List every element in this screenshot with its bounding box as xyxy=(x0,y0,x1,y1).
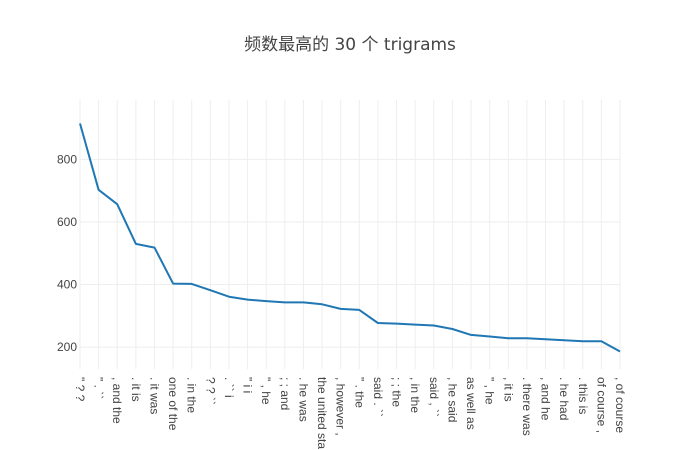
x-tick-label: " , he xyxy=(483,377,497,405)
x-tick-label: as well as xyxy=(464,377,478,430)
chart-title: 频数最高的 30 个 trigrams xyxy=(244,35,456,55)
x-tick-label: , of course xyxy=(613,377,627,433)
x-gridlines xyxy=(79,100,621,369)
x-tick-label: . `` i xyxy=(222,377,236,398)
x-tick-label: one of the xyxy=(166,377,180,431)
y-tick-label: 800 xyxy=(57,152,77,166)
x-tick-label: " . `` xyxy=(92,377,106,399)
x-tick-label: " ? ? xyxy=(73,377,87,402)
x-tick-label: , and he xyxy=(539,377,553,421)
x-tick-label: said , `` xyxy=(427,377,441,417)
x-tick-label: . he had xyxy=(557,377,571,420)
x-tick-label: . it was xyxy=(147,377,161,414)
x-tick-label: , in the xyxy=(408,377,422,413)
x-tick-label: . this is xyxy=(576,377,590,414)
x-tick-label: , however , xyxy=(334,377,348,436)
y-tick-label: 600 xyxy=(57,215,77,229)
x-tick-label: , and the xyxy=(110,377,124,424)
y-tick-labels: 200 400 600 800 xyxy=(57,152,77,354)
y-tick-label: 200 xyxy=(57,340,77,354)
x-tick-labels: " ? ? " . `` , and the . it is . it was one o… xyxy=(73,377,627,449)
series-group xyxy=(79,123,621,353)
x-tick-label: . in the xyxy=(185,377,199,413)
x-tick-label: . there was xyxy=(520,377,534,436)
x-tick-label: ? ? `` xyxy=(203,377,217,405)
x-tick-label: " i i xyxy=(241,377,255,393)
x-tick-label: , he said xyxy=(445,377,459,422)
x-tick-label: . it is xyxy=(129,377,143,402)
x-tick-label: ; ; the xyxy=(390,377,404,407)
y-gridlines xyxy=(80,158,620,348)
x-tick-label: . he was xyxy=(296,377,310,422)
x-tick-label: the united sta xyxy=(315,377,329,449)
x-tick-label: ; ; and xyxy=(278,377,292,410)
series-line xyxy=(79,123,621,353)
x-tick-label: " . the xyxy=(352,377,366,408)
x-tick-label: said . `` xyxy=(371,377,385,417)
y-tick-label: 400 xyxy=(57,278,77,292)
x-tick-label: , it is xyxy=(501,377,515,402)
x-tick-label: of course , xyxy=(594,377,608,433)
x-tick-label: " , he xyxy=(259,377,273,405)
